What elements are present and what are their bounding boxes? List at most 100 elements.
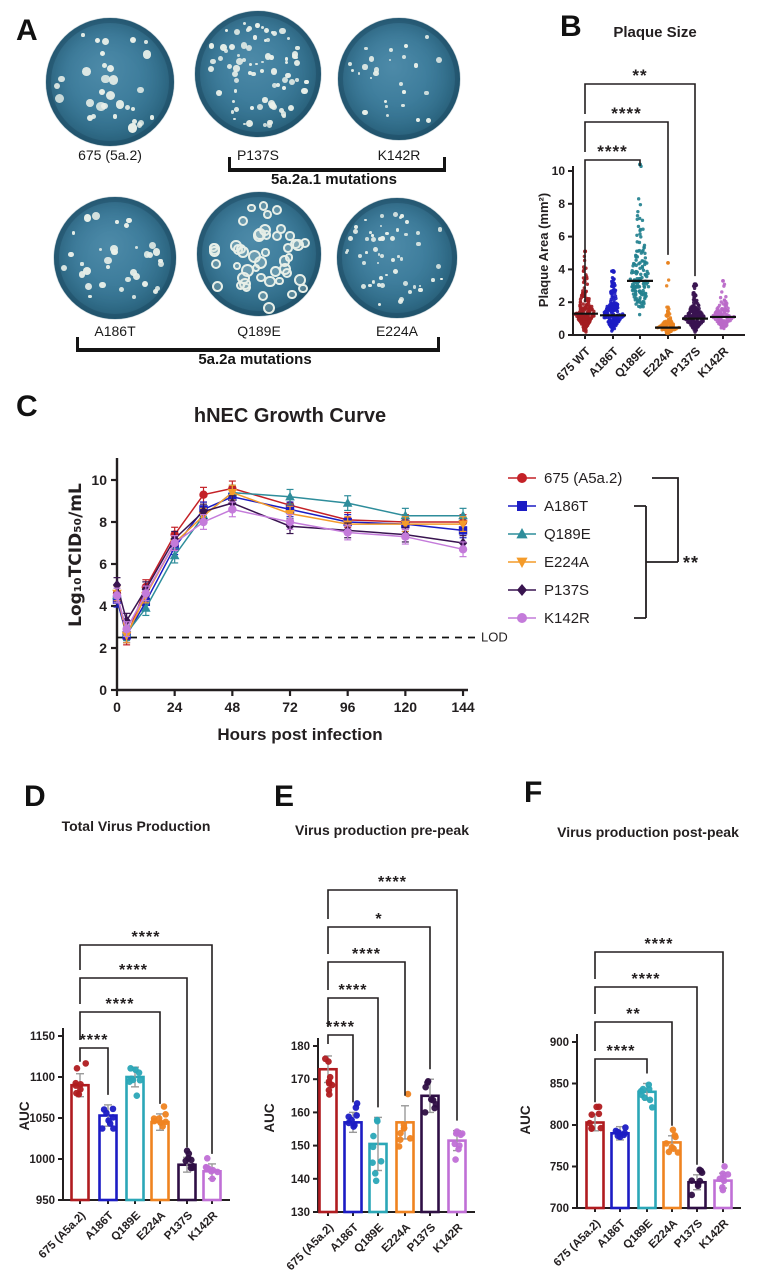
plaque-spot — [384, 100, 388, 104]
plaque-spot — [211, 281, 224, 293]
svg-text:180: 180 — [291, 1041, 310, 1053]
svg-text:130: 130 — [291, 1207, 310, 1219]
plaque-spot — [152, 248, 161, 257]
bar-E224A — [150, 1103, 170, 1202]
plaque-spot — [404, 232, 408, 237]
svg-text:****: **** — [106, 996, 135, 1013]
plaque-spot — [132, 273, 140, 281]
plaque-spot — [435, 56, 442, 63]
plaque-spot — [78, 271, 85, 278]
svg-text:****: **** — [80, 1032, 109, 1049]
plaque-spot — [136, 122, 143, 128]
plaque-spot — [393, 268, 399, 274]
plaque-spot — [369, 56, 375, 62]
plaque-spot — [281, 85, 287, 91]
plaque-spot — [285, 72, 292, 79]
plaque-spot — [261, 60, 265, 64]
plaque-spot — [281, 267, 292, 278]
plaque-spot — [416, 241, 421, 247]
plaque-spot — [220, 44, 228, 51]
plaque-spot — [364, 251, 368, 255]
plaque-spot — [125, 276, 131, 282]
plaque-spot — [412, 285, 417, 289]
svg-text:****: **** — [597, 142, 627, 161]
panel-c-letter: C — [16, 390, 38, 423]
svg-text:72: 72 — [282, 699, 298, 715]
plaque-spot — [286, 37, 290, 41]
plaque-spot — [376, 261, 379, 264]
svg-text:0: 0 — [99, 682, 107, 698]
plaque-spot — [155, 285, 161, 291]
plaque-spot — [357, 72, 361, 76]
svg-text:E224A: E224A — [135, 1210, 168, 1243]
pre-peak-title: Virus production pre-peak — [295, 822, 469, 838]
svg-text:K142R: K142R — [431, 1221, 465, 1255]
plaque-spot — [378, 276, 383, 281]
plaque-spot — [424, 90, 429, 95]
plaque-spot — [300, 87, 308, 95]
svg-text:170: 170 — [291, 1074, 310, 1086]
plaque-spot — [362, 109, 368, 116]
plaque-spot — [395, 228, 400, 232]
plaque-spot — [372, 280, 375, 283]
plaque-spot — [246, 45, 253, 52]
plaque-spot — [54, 94, 64, 104]
svg-text:**: ** — [626, 1006, 640, 1023]
plaque-spot — [109, 245, 118, 253]
plaque-spot — [233, 107, 239, 113]
svg-text:1050: 1050 — [29, 1113, 55, 1125]
bar-A186T — [343, 1100, 363, 1214]
plaque-spot — [226, 63, 232, 69]
plaque-spot — [80, 262, 84, 266]
plaque-spot — [348, 235, 354, 241]
plaque-spot — [81, 67, 91, 77]
svg-text:4: 4 — [558, 262, 565, 276]
plaque-spot — [281, 77, 288, 83]
plaque-spot — [216, 90, 222, 97]
plaque-spot — [112, 114, 118, 119]
bar-A186T — [98, 1104, 118, 1202]
plaque-spot — [360, 283, 367, 290]
plaque-spot — [399, 257, 404, 261]
plaque-spot — [101, 102, 108, 109]
plaque-spot — [402, 55, 407, 60]
bar-P137S — [687, 1166, 707, 1210]
plaque-spot — [235, 57, 243, 65]
bar-675-A5a-2- — [585, 1103, 605, 1210]
svg-text:1150: 1150 — [30, 1031, 55, 1043]
plaque-spot — [127, 123, 138, 134]
plaque-spot — [82, 267, 91, 276]
dish-label: Q189E — [237, 323, 281, 339]
plaque-spot — [83, 213, 92, 222]
plaque-spot — [285, 231, 295, 241]
plaque-spot — [264, 53, 272, 60]
plaque-spot — [379, 253, 385, 259]
plaque-spot — [385, 231, 388, 234]
svg-text:****: **** — [632, 971, 661, 988]
bar-Q189E — [637, 1081, 657, 1210]
dish-label: K142R — [377, 147, 421, 163]
plaque-spot — [402, 90, 406, 94]
bar-A186T — [610, 1124, 630, 1210]
svg-text:K142R: K142R — [697, 1217, 731, 1251]
plaque-spot — [142, 49, 152, 59]
plaque-spot — [260, 26, 264, 30]
plaque-spot — [255, 23, 260, 29]
plaque-spot — [376, 282, 381, 287]
svg-text:24: 24 — [167, 699, 183, 715]
significance-brackets: ************** — [594, 936, 724, 1165]
svg-text:0: 0 — [113, 699, 121, 715]
plaque-spot — [371, 234, 374, 237]
plaque-spot — [237, 245, 250, 259]
plaque-spot — [264, 27, 270, 33]
panel-b-letter: B — [560, 10, 582, 43]
plaque-spot — [231, 71, 238, 78]
plaque-spot — [271, 204, 282, 215]
plaque-spot — [397, 298, 403, 304]
panel-d-letter: D — [24, 780, 46, 813]
plaque-spot — [271, 104, 278, 111]
plaque-spot — [60, 264, 67, 271]
plaque-spot — [419, 285, 422, 288]
plaque-spot — [210, 58, 216, 65]
